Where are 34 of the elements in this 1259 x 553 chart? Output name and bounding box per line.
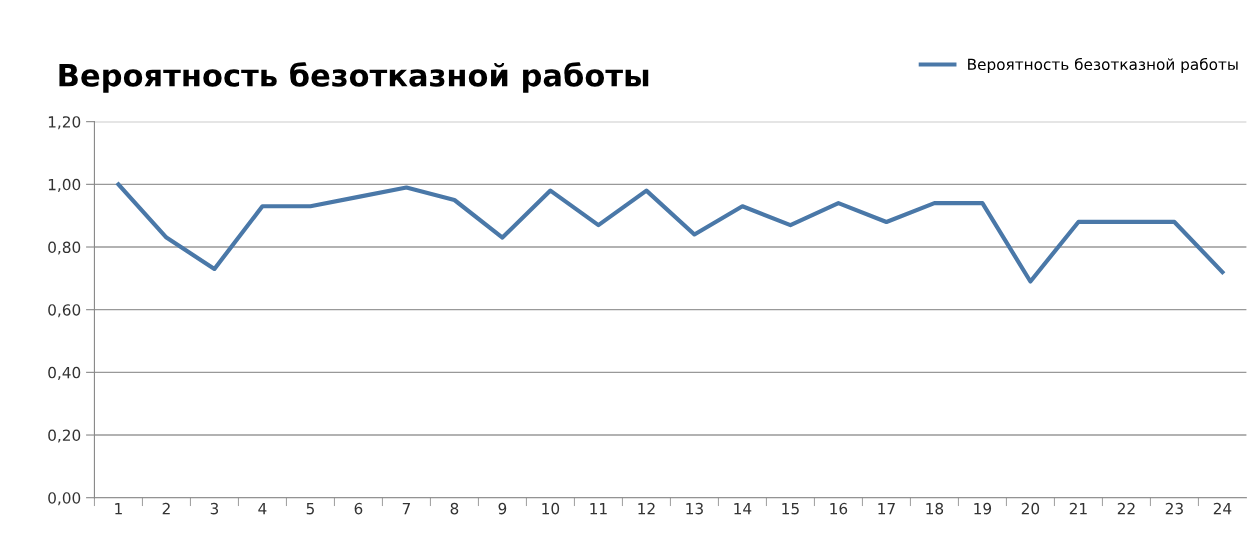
x-tick-label: 18: [926, 502, 944, 515]
x-tick-label: 24: [1213, 502, 1232, 515]
x-tick-label: 1: [115, 503, 122, 515]
x-tick-label: 4: [258, 503, 267, 515]
line-series: [116, 182, 1225, 284]
y-tick-label: 0,20: [48, 429, 81, 443]
y-tick-label: 0,60: [48, 304, 81, 318]
y-tick-label: 0,80: [48, 241, 81, 255]
y-tick-label: 0,00: [48, 492, 81, 506]
y-tick-label: 1,00: [48, 178, 81, 192]
legend-label: Вероятность безотказной работы: [968, 57, 1238, 74]
x-tick-label: 23: [1165, 502, 1183, 515]
x-tick-label: 10: [542, 502, 560, 515]
x-tick-label: 5: [306, 503, 314, 515]
x-tick-label: 12: [638, 502, 655, 515]
x-tick-label: 14: [734, 503, 752, 515]
x-tick-label: 8: [450, 502, 459, 515]
x-tick-label: 9: [498, 502, 507, 515]
x-tick-label: 7: [402, 503, 410, 515]
x-tick-label: 21: [1069, 502, 1087, 515]
x-tick-label: 2: [162, 502, 170, 515]
x-tick-label: 13: [686, 502, 703, 515]
x-tick-label: 15: [782, 503, 799, 515]
y-tick-label: 1,20: [48, 116, 81, 130]
x-tick-label: 11: [590, 503, 607, 515]
x-tick-label: 19: [974, 502, 992, 515]
x-tick-label: 17: [878, 503, 895, 515]
chart-title: Вероятность безотказной работы: [59, 62, 649, 93]
x-tick-label: 22: [1117, 502, 1135, 515]
x-tick-label: 6: [354, 502, 363, 515]
x-tick-label: 3: [210, 502, 219, 515]
y-tick-label: 0,40: [48, 366, 81, 380]
x-tick-label: 16: [830, 502, 848, 515]
x-tick-label: 20: [1021, 502, 1040, 515]
